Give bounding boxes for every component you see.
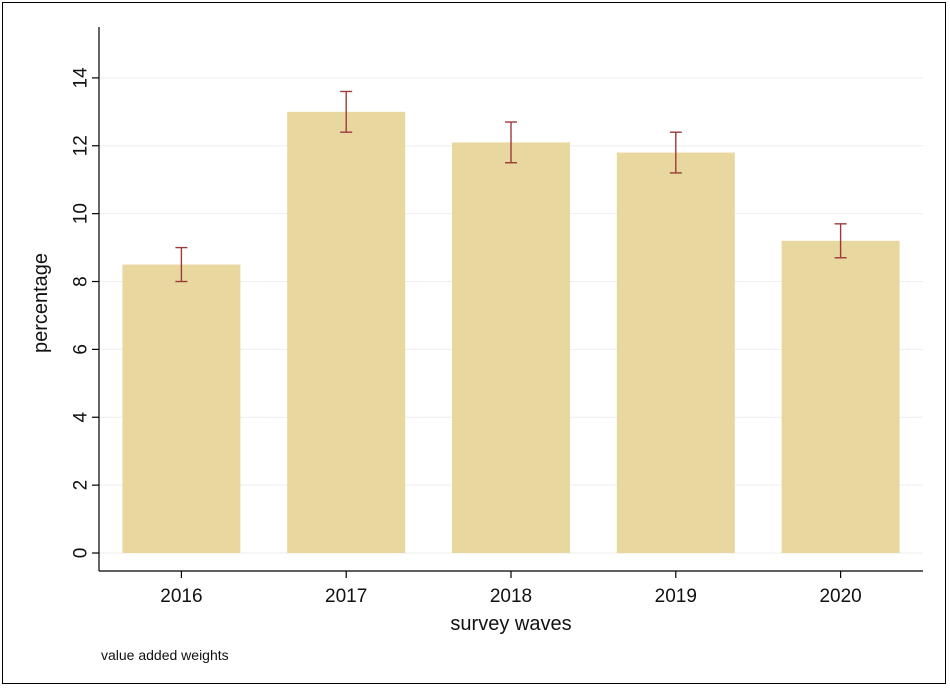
bars	[122, 111, 900, 554]
y-ticks: 0 2 4 6 8 10 12 14	[71, 67, 99, 559]
x-tick-label: 2020	[819, 586, 861, 607]
y-tick-label: 0	[71, 548, 92, 559]
y-tick-label: 14	[71, 67, 92, 89]
chart-note: value added weights	[101, 647, 229, 663]
x-axis-title: survey waves	[450, 613, 571, 635]
bar-chart: 0 2 4 6 8 10 12 14 2016 2017 2018 2019 2020 survey …	[30, 27, 923, 663]
x-tick-label: 2016	[160, 586, 202, 607]
y-tick-label: 6	[71, 344, 92, 355]
y-tick-label: 2	[71, 480, 92, 491]
x-tick-label: 2019	[655, 586, 697, 607]
y-tick-label: 10	[71, 203, 92, 224]
x-ticks: 2016 2017 2018 2019 2020	[160, 571, 862, 607]
bar-2018	[452, 142, 570, 553]
bar-2016	[122, 264, 241, 553]
y-tick-label: 12	[71, 135, 92, 156]
bar-2017	[287, 111, 406, 553]
error-bars	[175, 90, 847, 283]
y-tick-label: 4	[71, 412, 92, 423]
y-tick-label: 8	[71, 276, 92, 287]
x-tick-label: 2017	[325, 586, 367, 607]
x-tick-label: 2018	[490, 586, 532, 607]
y-axis-title: percentage	[30, 253, 52, 353]
bar-2019	[616, 152, 735, 554]
bar-2020	[781, 240, 900, 553]
